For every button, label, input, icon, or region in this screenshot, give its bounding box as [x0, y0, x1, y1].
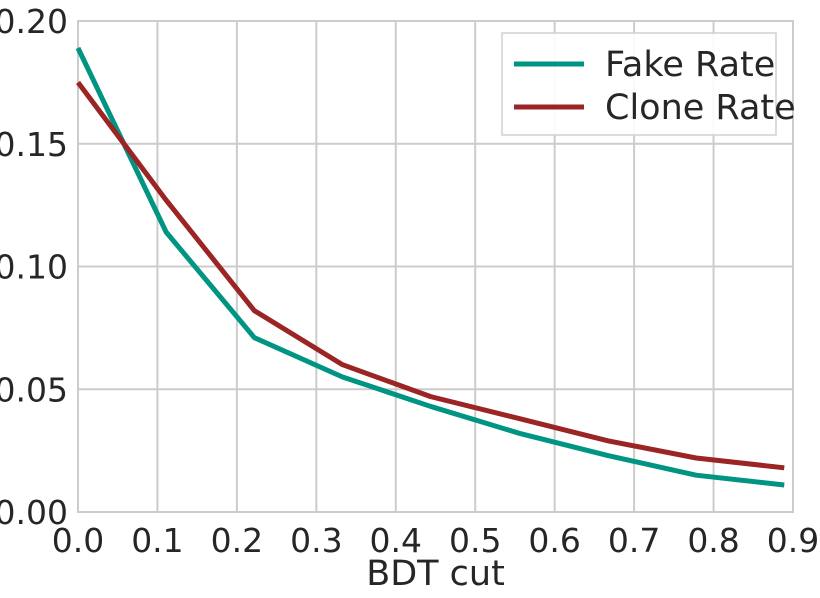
x-tick-label: 0.6	[528, 521, 580, 560]
y-tick-label: 0.10	[0, 248, 68, 287]
y-tick-label: 0.00	[0, 493, 68, 532]
series-line-1	[75, 46, 785, 488]
x-tick-label: 0.8	[687, 521, 739, 560]
legend-label: Fake Rate	[605, 45, 775, 85]
x-tick-label: 0.9	[767, 521, 819, 560]
x-tick-label: 0.2	[211, 521, 263, 560]
y-tick-label: 0.15	[0, 125, 68, 164]
x-tick-label: 0.0	[52, 521, 104, 560]
legend-box	[501, 32, 777, 136]
x-tick-label: 0.5	[449, 521, 501, 560]
x-tick-label: 0.4	[370, 521, 422, 560]
series-lines	[75, 46, 785, 488]
series-line-2	[75, 80, 785, 471]
y-tick-label: 0.20	[0, 2, 68, 41]
y-tick-labels: 0.00 0.05 0.10 0.15 0.20	[0, 2, 68, 532]
x-tick-label: 0.1	[131, 521, 183, 560]
y-tick-label: 0.05	[0, 370, 68, 409]
x-tick-label: 0.3	[290, 521, 342, 560]
x-tick-labels: 0.0 0.1 0.2 0.3 0.4 0.5 0.6 0.7 0.8 0.9	[52, 521, 819, 560]
x-tick-label: 0.7	[608, 521, 660, 560]
legend-label: Clone Rate	[605, 88, 796, 128]
x-axis-label: BDT cut	[366, 554, 505, 594]
plot-frame	[77, 20, 794, 513]
